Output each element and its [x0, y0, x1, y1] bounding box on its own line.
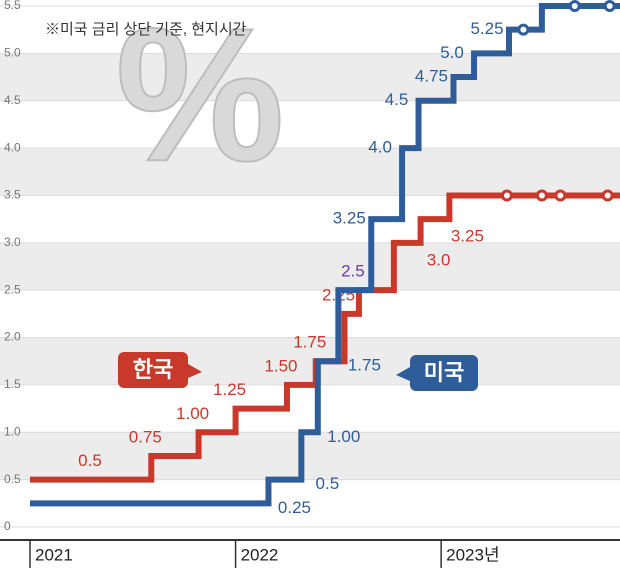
value-label: 3.0	[427, 250, 451, 269]
watermark: %	[116, 0, 285, 201]
value-label: 0.5	[78, 451, 102, 470]
legend-box	[118, 352, 188, 388]
y-tick-label: 3.5	[4, 188, 21, 202]
legend-pointer	[396, 367, 410, 381]
value-label: 4.0	[368, 138, 392, 157]
value-label: 4.5	[385, 90, 409, 109]
y-tick-label: 1.5	[4, 377, 21, 391]
y-tick-label: 2.0	[4, 330, 21, 344]
value-label: 1.00	[327, 427, 360, 446]
y-tick-label: 1.0	[4, 424, 21, 438]
value-label: 0.25	[278, 498, 311, 517]
value-label: 0.75	[129, 427, 162, 446]
x-tick-label: 2023년	[446, 545, 499, 564]
value-label: 1.75	[348, 356, 381, 375]
value-label: 1.50	[264, 356, 297, 375]
hold-marker	[554, 189, 567, 202]
y-tick-label: 0	[4, 519, 11, 533]
value-label: 1.00	[176, 404, 209, 423]
grid-band	[0, 432, 620, 480]
y-tick-label: 0.5	[4, 472, 21, 486]
grid-band	[0, 148, 620, 196]
y-tick-label: 4.5	[4, 93, 21, 107]
value-label: 3.25	[333, 209, 366, 228]
grid-band	[0, 337, 620, 385]
value-label: 1.25	[213, 380, 246, 399]
hold-marker	[500, 189, 513, 202]
value-label: 5.0	[440, 43, 464, 62]
x-tick-label: 2021	[35, 545, 73, 564]
y-tick-label: 2.5	[4, 282, 21, 296]
y-tick-label: 5.0	[4, 46, 21, 60]
legend-label: 미국	[424, 360, 464, 385]
value-label: 5.25	[470, 19, 503, 38]
note: ※미국 금리 상단 기준, 현지시간	[45, 21, 247, 38]
legend-pointer	[188, 364, 202, 378]
legend-box	[410, 355, 478, 391]
hold-marker	[603, 0, 616, 12]
legend-label: 한국	[133, 357, 173, 382]
value-label: 4.75	[415, 67, 448, 86]
grid-band	[0, 53, 620, 101]
x-tick-label: 2022	[241, 545, 279, 564]
hold-marker	[601, 189, 614, 202]
y-tick-label: 3.0	[4, 235, 21, 249]
step-line	[30, 3, 620, 507]
step-line	[30, 192, 620, 483]
y-tick-label: 5.5	[4, 0, 21, 12]
value-label: 1.75	[293, 333, 326, 352]
grid-band	[0, 242, 620, 291]
value-label: 0.5	[316, 474, 340, 493]
hold-marker	[517, 23, 530, 36]
value-label: 3.25	[451, 227, 484, 246]
y-tick-label: 4.0	[4, 140, 21, 154]
hold-marker	[535, 189, 548, 202]
hold-marker	[568, 0, 581, 12]
value-label: 2.5	[341, 262, 365, 281]
